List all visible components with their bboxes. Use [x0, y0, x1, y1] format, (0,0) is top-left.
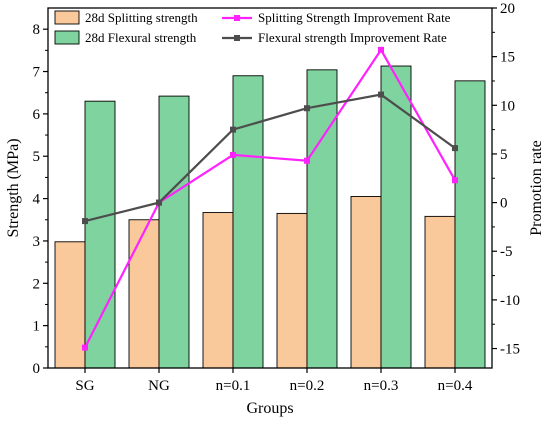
x-tick-label-4: n=0.3	[364, 378, 399, 394]
marker-splitting-rate-2	[230, 151, 236, 158]
line-splitting-rate	[84, 47, 456, 349]
x-tick-label-5: n=0.4	[438, 378, 473, 394]
x-axis-title: Groups	[246, 400, 293, 417]
bar-splitting-0	[54, 241, 86, 369]
x-tick-label-0: SG	[75, 378, 94, 394]
bar-flexural-4	[380, 65, 412, 369]
y2-tick-label-3: 0	[500, 196, 508, 212]
bar-flexural-0	[84, 100, 116, 369]
bar-flexural-1	[158, 95, 190, 369]
bar-flexural-5	[454, 80, 486, 369]
legend-flexural-rate-marker	[234, 35, 240, 41]
bar-flexural-2	[232, 75, 264, 369]
legend-splitting-rate-marker	[234, 15, 240, 21]
x-tick-label-3: n=0.2	[290, 378, 325, 394]
y-tick-label-4: 4	[33, 192, 41, 208]
marker-flexural-rate-1	[156, 199, 162, 206]
y-tick-label-7: 7	[33, 65, 41, 81]
marker-flexural-rate-5	[452, 145, 458, 152]
bar-splitting-1	[128, 219, 160, 369]
lines-layer	[82, 46, 458, 351]
bar-splitting-2	[202, 212, 234, 369]
y2-tick-label-0: -15	[500, 342, 520, 358]
bar-splitting-5	[424, 215, 456, 369]
y2-axis-title: Promotion rate	[528, 140, 545, 236]
plot-frame	[47, 7, 493, 369]
marker-flexural-rate-4	[378, 91, 384, 98]
legend-flexural-rate-label: Flexural strength Improvement Rate	[258, 30, 447, 45]
bar-splitting-4	[350, 196, 382, 369]
marker-splitting-rate-3	[304, 157, 310, 164]
marker-splitting-rate-4	[378, 46, 384, 53]
marker-splitting-rate-5	[452, 177, 458, 184]
legend-splitting-rate-label: Splitting Strength Improvement Rate	[258, 10, 451, 25]
legend-splitting-strength-label: 28d Splitting strength	[85, 10, 198, 25]
marker-flexural-rate-3	[304, 105, 310, 112]
y-tick-label-3: 3	[33, 234, 41, 250]
y2-tick-label-2: -5	[500, 244, 513, 260]
y-tick-label-6: 6	[33, 107, 41, 123]
ticks-layer: 0 1 2 3 4 5 6 7 8 -15 -10 -5 0 5 10 15 20 SG NG n=0.1 n=0.2 n…	[33, 1, 521, 394]
plot-area-background	[48, 8, 492, 368]
legend-flexural-strength-swatch	[54, 30, 80, 45]
y-tick-label-0: 0	[33, 361, 41, 377]
marker-flexural-rate-2	[230, 126, 236, 133]
y2-tick-label-5: 10	[500, 98, 515, 114]
y-tick-label-2: 2	[33, 276, 41, 292]
y2-tick-label-7: 20	[500, 1, 515, 17]
marker-splitting-rate-0	[82, 344, 88, 351]
y-tick-label-1: 1	[33, 319, 41, 335]
legend-layer: 28d Splitting strength 28d Flexural stren…	[54, 10, 451, 45]
line-flexural-rate	[84, 93, 456, 223]
y2-tick-label-4: 5	[500, 147, 508, 163]
y-tick-label-8: 8	[33, 22, 41, 38]
legend-splitting-strength-swatch	[54, 10, 80, 25]
y2-tick-label-1: -10	[500, 293, 520, 309]
y-axis-title: Strength (MPa)	[5, 138, 22, 237]
bar-flexural-3	[306, 69, 338, 369]
legend-flexural-strength-label: 28d Flexural strength	[85, 30, 197, 45]
y2-tick-label-6: 15	[500, 50, 515, 66]
marker-flexural-rate-0	[82, 218, 88, 225]
x-tick-label-2: n=0.1	[216, 378, 251, 394]
bar-splitting-3	[276, 212, 308, 369]
x-tick-label-1: NG	[148, 378, 170, 394]
y-tick-label-5: 5	[33, 149, 41, 165]
